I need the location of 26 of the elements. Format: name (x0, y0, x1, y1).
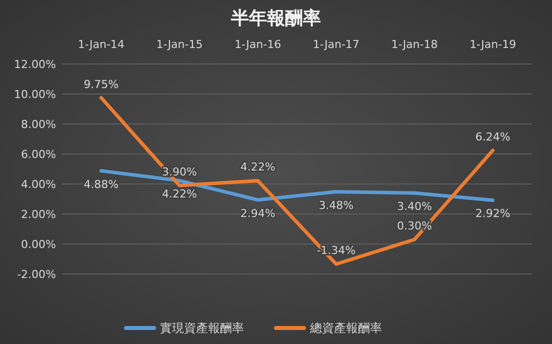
x-tick-label: 1-Jan-15 (156, 38, 203, 51)
y-tick-label: -2.00% (17, 268, 56, 281)
y-tick-label: 6.00% (21, 148, 56, 161)
chart-title: 半年報酬率 (230, 8, 321, 29)
x-tick-label: 1-Jan-18 (391, 38, 438, 51)
data-label: 2.94% (240, 206, 276, 220)
y-tick-label: 12.00% (14, 58, 56, 71)
data-label: 9.75% (84, 78, 119, 91)
y-tick-label: 2.00% (21, 208, 56, 221)
x-tick-label: 1-Jan-14 (78, 38, 124, 51)
x-tick-label: 1-Jan-19 (470, 38, 516, 51)
legend-label: 實現資產報酬率 (160, 321, 244, 336)
y-tick-label: 0.00% (21, 238, 56, 251)
data-label: 4.22% (162, 188, 197, 201)
y-tick-label: 10.00% (14, 88, 56, 101)
data-label: 6.24% (475, 130, 510, 144)
data-label: 4.22% (240, 160, 276, 174)
x-tick-label: 1-Jan-16 (234, 38, 282, 51)
y-tick-label: 8.00% (21, 118, 56, 131)
legend-label: 總資產報酬率 (309, 321, 382, 336)
data-label: 3.48% (318, 198, 354, 212)
x-tick-label: 1-Jan-17 (312, 38, 360, 51)
y-tick-label: 4.00% (21, 178, 56, 191)
data-label: 4.88% (84, 178, 119, 191)
data-label: 3.40% (397, 200, 432, 213)
data-label: 2.92% (475, 207, 510, 220)
